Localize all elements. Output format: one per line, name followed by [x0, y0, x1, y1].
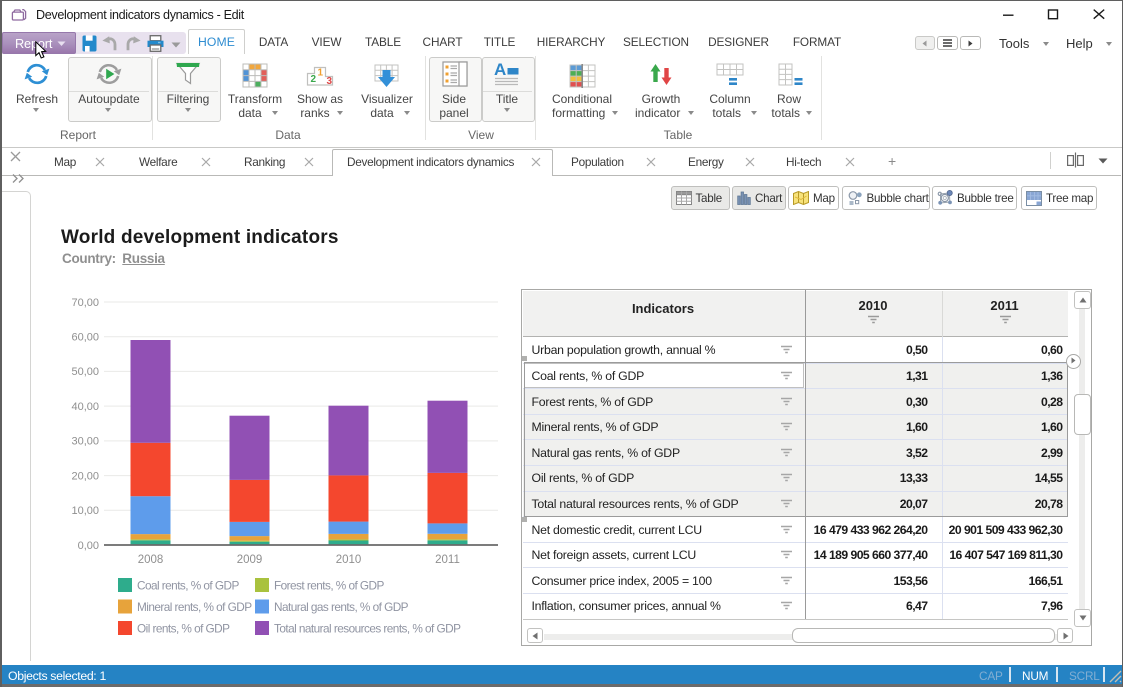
svg-text:Total natural resources rents,: Total natural resources rents, % of GDP — [274, 622, 461, 636]
svg-text:50,00: 50,00 — [71, 366, 99, 378]
svg-text:2011: 2011 — [435, 554, 460, 566]
svg-text:2: 2 — [311, 74, 317, 85]
svg-text:Mineral rents, % of GDP: Mineral rents, % of GDP — [137, 600, 252, 614]
svg-text:70,00: 70,00 — [71, 297, 99, 309]
svg-text:1: 1 — [318, 68, 324, 79]
svg-text:2009: 2009 — [237, 554, 263, 566]
svg-text:40,00: 40,00 — [71, 401, 99, 413]
svg-text:0,00: 0,00 — [78, 540, 99, 552]
svg-text:Natural gas rents, % of GDP: Natural gas rents, % of GDP — [274, 600, 409, 614]
svg-text:Forest rents, % of GDP: Forest rents, % of GDP — [274, 579, 385, 593]
svg-text:10,00: 10,00 — [71, 505, 99, 517]
svg-text:20,00: 20,00 — [71, 470, 99, 482]
svg-text:30,00: 30,00 — [71, 436, 99, 448]
svg-text:2010: 2010 — [336, 554, 362, 566]
svg-text:Oil rents, % of GDP: Oil rents, % of GDP — [137, 622, 230, 636]
svg-text:A: A — [494, 61, 506, 79]
svg-text:3: 3 — [327, 76, 333, 86]
svg-text:2008: 2008 — [138, 554, 164, 566]
svg-text:Coal rents, % of GDP: Coal rents, % of GDP — [137, 579, 239, 593]
svg-text:60,00: 60,00 — [71, 332, 99, 344]
